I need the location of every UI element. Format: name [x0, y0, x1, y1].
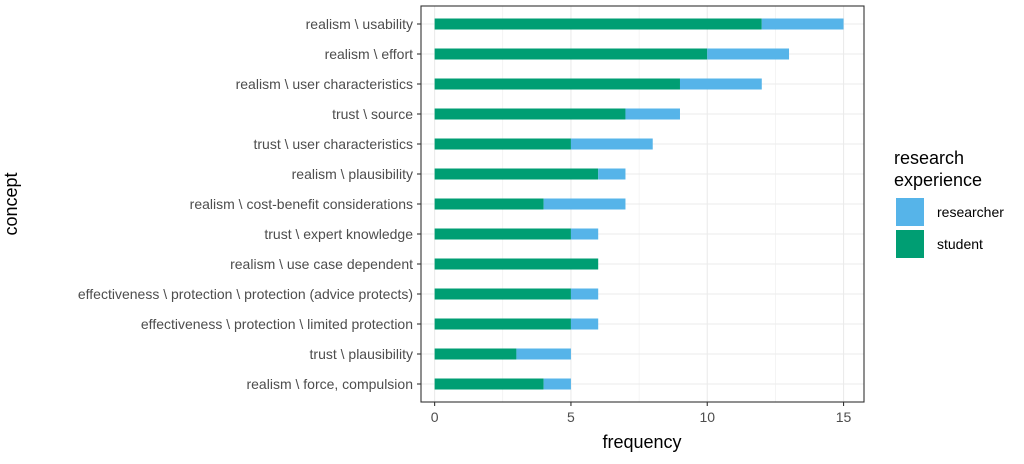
bars — [434, 18, 844, 390]
bar-student — [434, 138, 571, 150]
bar-student — [434, 78, 680, 90]
bar-researcher — [516, 348, 571, 360]
y-axis-ticks: realism \ usability realism \ effort reali… — [78, 16, 421, 392]
bar-student — [434, 348, 517, 360]
bar-researcher — [570, 288, 599, 300]
legend-title-line-2: experience — [894, 170, 982, 190]
y-tick-label: trust \ source — [332, 106, 413, 122]
legend-key-researcher — [896, 198, 924, 226]
legend-label-student: student — [937, 236, 983, 252]
bar-researcher — [543, 378, 571, 390]
y-tick-label: realism \ cost-benefit considerations — [190, 196, 413, 212]
x-tick-label: 15 — [836, 409, 852, 425]
legend-label-researcher: researcher — [937, 204, 1004, 220]
y-axis-title: concept — [1, 172, 21, 235]
x-tick-label: 5 — [567, 409, 575, 425]
bar-student — [434, 198, 544, 210]
bar-student — [434, 258, 599, 270]
bar-researcher — [679, 78, 762, 90]
bar-researcher — [570, 228, 599, 240]
x-axis-title: frequency — [602, 432, 681, 452]
y-tick-label: realism \ force, compulsion — [246, 376, 413, 392]
y-tick-label: trust \ expert knowledge — [264, 226, 413, 242]
y-tick-label: realism \ effort — [325, 46, 414, 62]
bar-researcher — [625, 108, 680, 120]
y-tick-label: realism \ plausibility — [292, 166, 413, 182]
y-tick-label: trust \ user characteristics — [254, 136, 414, 152]
bar-student — [434, 108, 626, 120]
bar-researcher — [570, 138, 653, 150]
x-tick-label: 10 — [699, 409, 715, 425]
legend-title-line-1: research — [894, 148, 964, 168]
bar-researcher — [761, 18, 844, 30]
bar-researcher — [598, 168, 626, 180]
bar-student — [434, 228, 571, 240]
bar-student — [434, 318, 571, 330]
legend: research experience researcher student — [894, 148, 1004, 258]
y-tick-label: realism \ usability — [306, 16, 413, 32]
bar-researcher — [543, 198, 626, 210]
bar-researcher — [570, 318, 599, 330]
bar-student — [434, 378, 544, 390]
bar-student — [434, 48, 708, 60]
bar-researcher — [707, 48, 790, 60]
bar-student — [434, 168, 599, 180]
legend-key-student — [896, 230, 924, 258]
bar-student — [434, 18, 762, 30]
y-tick-label: realism \ use case dependent — [230, 256, 413, 272]
x-tick-label: 0 — [431, 409, 439, 425]
x-axis-ticks: 0 5 10 15 — [431, 402, 852, 425]
y-tick-label: realism \ user characteristics — [236, 76, 413, 92]
y-tick-label: trust \ plausibility — [310, 346, 413, 362]
bar-student — [434, 288, 571, 300]
y-tick-label: effectiveness \ protection \ limited pro… — [141, 316, 413, 332]
y-tick-label: effectiveness \ protection \ protection … — [78, 286, 413, 302]
